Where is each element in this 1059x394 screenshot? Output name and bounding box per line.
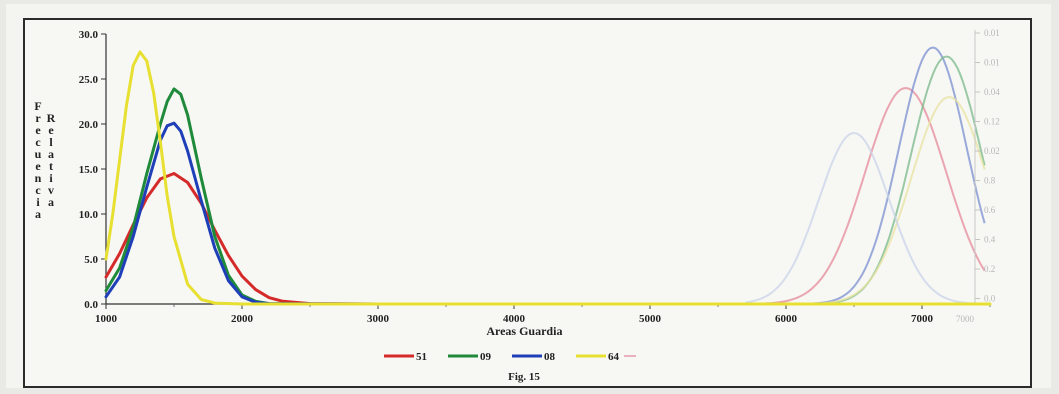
y-axis-title-char: R (47, 111, 56, 125)
ghost-right-tick-label: 0.2 (984, 264, 995, 274)
right-panel-ghost: 0.01 0.01 0.04 0.12 0.02 0.8 0.6 0.4 0.2 0.0 7000 (745, 28, 1000, 324)
ghost-right-tick-label: 0.12 (984, 117, 1000, 127)
x-tick-label: 3000 (367, 313, 390, 325)
y-axis-title-char: e (35, 123, 41, 137)
ghost-curve-3 (745, 95, 986, 305)
y-tick-label: 30.0 (79, 29, 99, 41)
y-tick-label: 20.0 (79, 119, 99, 131)
series-line-64 (104, 50, 992, 306)
y-axis-title-char: a (48, 195, 54, 209)
y-axis-title-char: e (48, 123, 54, 137)
page-frame (6, 4, 1051, 388)
y-axis-title-char: t (49, 159, 53, 173)
y-axis-title-char: c (35, 135, 41, 149)
ghost-right-tick-label: 0.04 (984, 87, 1000, 97)
y-axis-title-char: v (48, 183, 54, 197)
y-tick-label: 25.0 (79, 74, 99, 86)
x-tick-label: 1000 (95, 313, 118, 325)
series-line-09 (104, 87, 761, 306)
y-tick-label: 10.0 (79, 209, 99, 221)
y-axis-title-char: e (35, 159, 41, 173)
ghost-x-label: 7000 (956, 314, 975, 324)
x-tick-label: 5000 (639, 313, 662, 325)
legend-label-64: 64 (608, 351, 620, 363)
ghost-right-tick-label: 0.4 (984, 235, 996, 245)
x-tick-label: 7000 (911, 313, 934, 325)
legend-label-08: 08 (544, 351, 556, 363)
ghost-right-tick-label: 0.8 (984, 176, 996, 186)
y-axis-title-char: r (35, 111, 41, 125)
ghost-curve-4 (745, 131, 985, 305)
y-tick-label: 15.0 (79, 164, 99, 176)
series-line-08 (104, 121, 761, 306)
figure-caption: Fig. 15 (508, 371, 540, 383)
x-tick-label: 6000 (775, 313, 798, 325)
ghost-right-tick-label: 0.01 (984, 58, 1000, 68)
axes (105, 34, 990, 305)
legend: 51 09 08 64 (384, 351, 636, 363)
y-axis-title-char: a (35, 207, 41, 221)
y-tick-label: 5.0 (84, 254, 98, 266)
ghost-right-tick-label: 0.6 (984, 205, 996, 215)
legend-label-51: 51 (416, 351, 427, 363)
y-axis-title-char: u (35, 147, 42, 161)
legend-label-09: 09 (480, 351, 492, 363)
ghost-right-tick-label: 0.02 (984, 146, 1000, 156)
x-tick-label: 2000 (231, 313, 254, 325)
y-tick-label: 0.0 (84, 299, 98, 311)
x-tick-label: 4000 (503, 313, 526, 325)
y-axis-title-char: i (36, 195, 40, 209)
y-axis-title-char: a (48, 147, 54, 161)
ghost-right-tick-label: 0.0 (984, 294, 996, 304)
y-axis-title-char: c (35, 183, 41, 197)
x-axis-title: Areas Guardia (486, 324, 562, 338)
y-axis-title-char: n (35, 171, 42, 185)
ghost-curve-0 (745, 86, 986, 305)
series-lines (104, 50, 992, 306)
y-axis-title-char: i (49, 171, 53, 185)
y-axis-title-char: l (49, 135, 53, 149)
ghost-right-tick-label: 0.01 (984, 28, 1000, 38)
y-axis-title-char: F (34, 99, 41, 113)
chart-panel (23, 18, 1032, 388)
ticks: 0.0 5.0 10.0 15.0 20.0 25.0 30.0 1000 2000 3000 40… (79, 29, 991, 325)
